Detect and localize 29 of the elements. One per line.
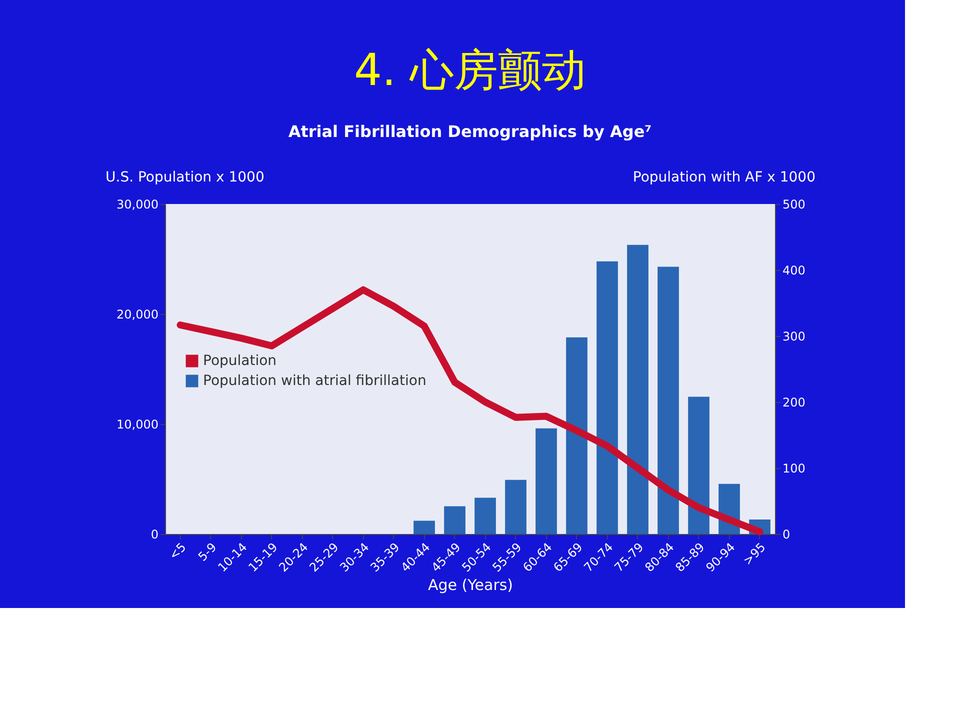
y2-tick-label: 300 [782, 330, 806, 344]
bar [596, 261, 618, 534]
y-tick-label: 20,000 [116, 308, 158, 322]
y2-tick-label: 200 [782, 396, 806, 410]
y2-tick-label: 100 [782, 462, 806, 476]
legend-label: Population [203, 353, 277, 369]
chart-subtitle: Atrial Fibrillation Demographics by Age⁷ [288, 122, 652, 141]
y2-tick-label: 0 [782, 528, 790, 542]
bar [414, 520, 435, 534]
y2-tick-label: 500 [782, 198, 806, 212]
bar [474, 498, 496, 534]
legend-label: Population with atrial fibrillation [203, 373, 426, 389]
bar [688, 396, 710, 534]
y-tick-label: 30,000 [116, 198, 158, 212]
y-tick-label: 10,000 [116, 418, 158, 432]
bar [505, 480, 526, 534]
chart-title: 4. 心房颤动 [354, 45, 586, 96]
bar [658, 266, 679, 534]
bar [627, 244, 648, 534]
x-axis-title: Age (Years) [428, 576, 514, 594]
bar [444, 506, 466, 534]
bar [536, 428, 557, 534]
y2-axis-title: Population with AF x 1000 [632, 170, 816, 186]
y-tick-label: 0 [150, 528, 158, 542]
x-tick-label: 5-9 [195, 540, 220, 564]
y-axis-title: U.S. Population x 1000 [106, 170, 264, 186]
y2-tick-label: 400 [782, 264, 806, 278]
bar [566, 337, 588, 534]
x-tick-label: <5 [166, 540, 189, 563]
